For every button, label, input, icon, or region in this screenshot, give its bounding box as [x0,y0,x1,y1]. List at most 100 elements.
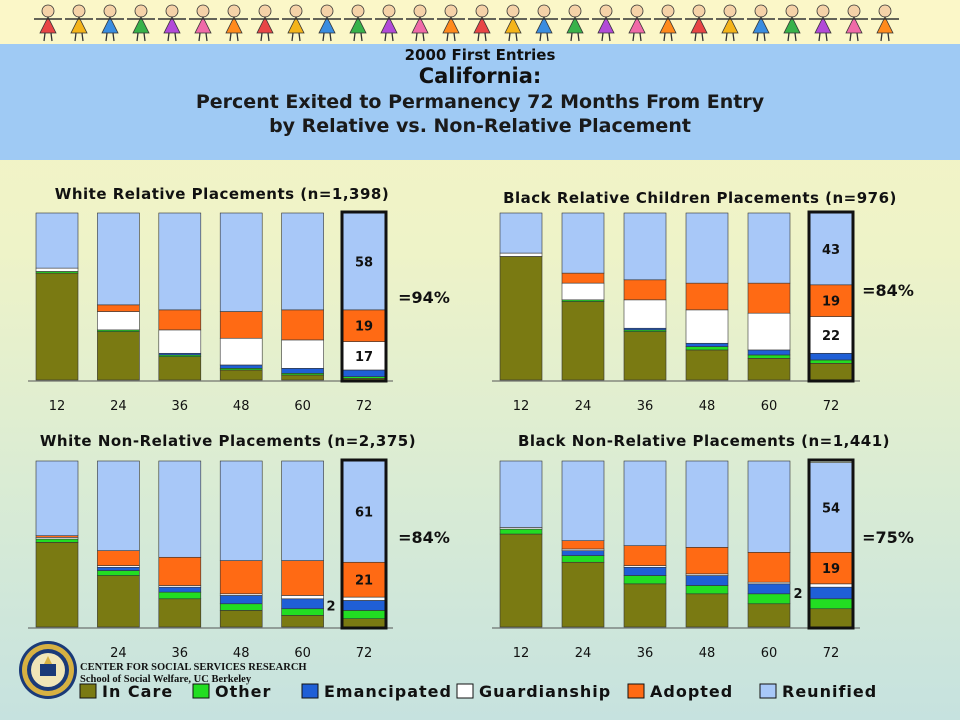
bar-segment-in-care [623,331,667,381]
child-figure-icon [468,4,496,42]
bar-segment-in-care [561,561,605,628]
child-figure-icon [375,4,403,42]
child-leg-icon [601,32,604,42]
child-leg-icon [508,32,511,42]
child-leg-icon [670,32,673,42]
bar-segment-adopted [97,550,140,566]
bar-segment-guardianship [35,267,79,272]
kids-banner [0,0,960,44]
bar-segment-other [281,608,324,616]
x-tick-label: 36 [637,399,654,414]
child-leg-icon [825,32,828,42]
bar-segment-reunified [158,212,202,311]
child-body-icon [721,16,739,34]
chart-panel: White Relative Placements (n=1,398) 12 24 3… [28,185,450,414]
footer-organization: CENTER FOR SOCIAL SERVICES RESEARCH Scho… [80,662,307,686]
bar-segment-other [747,593,791,605]
x-tick-label: 72 [356,646,373,661]
child-leg-icon [732,32,735,42]
child-leg-icon [81,32,84,42]
bar-segment-emancipated [747,349,791,356]
uc-seal-logo [18,640,78,704]
bar-segment-adopted [97,304,140,312]
bar-segment-other [342,610,386,620]
child-body-icon [318,16,336,34]
child-figure-icon [654,4,682,42]
side-data-label: 2 [793,587,802,602]
child-leg-icon [639,32,642,42]
highlight-frame [807,210,855,383]
bar-segment-in-care [158,598,202,628]
bar-segment-reunified [561,212,605,274]
child-leg-icon [787,32,790,42]
child-figure-icon [251,4,279,42]
child-leg-icon [384,32,387,42]
child-figure-icon [127,4,155,42]
bar-segment-reunified [281,460,324,561]
x-tick-label: 72 [823,646,840,661]
bar-segment-other [35,538,79,543]
x-tick-label: 60 [761,399,778,414]
child-leg-icon [50,32,53,42]
child-leg-icon [546,32,549,42]
child-leg-icon [353,32,356,42]
bar-segment-guardianship [685,309,729,344]
child-leg-icon [291,32,294,42]
bar-segment-in-care [219,610,263,628]
chart-panel: Black Non-Relative Placements (n=1,441) 1… [492,432,914,661]
bar-segment-guardianship [281,595,324,600]
bar-segment-in-care [342,618,386,628]
child-figure-icon [840,4,868,42]
bar-segment-in-care [747,603,791,628]
child-leg-icon [756,32,759,42]
child-figure-icon [778,4,806,42]
child-leg-icon [539,32,542,42]
child-leg-icon [143,32,146,42]
child-leg-icon [391,32,394,42]
child-leg-icon [167,32,170,42]
bar-segment-guardianship [281,339,324,369]
child-body-icon [380,16,398,34]
bar-segment-adopted [623,545,667,566]
bar-segment-guardianship [97,311,140,331]
footer-org-line-2: School of Social Welfare, UC Berkeley [80,674,252,685]
child-figure-icon [158,4,186,42]
data-label: 22 [822,329,840,344]
child-leg-icon [112,32,115,42]
x-tick-label: 12 [513,399,530,414]
bar-segment-other [747,354,791,359]
bar-segment-in-care [561,301,605,381]
children-border-illustration [34,4,899,42]
bar-segment-adopted [747,551,791,583]
child-leg-icon [570,32,573,42]
data-label: 43 [822,243,840,258]
bar-segment-reunified [809,462,853,553]
bar-segment-reunified [623,212,667,281]
bar-segment-adopted [623,279,667,301]
child-leg-icon [694,32,697,42]
bar-segment-adopted [281,560,324,596]
child-leg-icon [577,32,580,42]
bar-segment-reunified [35,460,79,536]
bar-segment-guardianship [809,583,853,588]
child-leg-icon [663,32,666,42]
child-figure-icon [220,4,248,42]
child-leg-icon [818,32,821,42]
bar-segment-in-care [35,542,79,628]
x-tick-label: 48 [699,646,716,661]
data-label: 54 [822,501,840,516]
bar-segment-reunified [342,212,386,311]
child-body-icon [225,16,243,34]
child-body-icon [690,16,708,34]
bar-segment-emancipated [281,368,324,374]
bar-segment-reunified [281,212,324,311]
permanency-total-annotation: =94% [398,288,450,307]
bar-segment-reunified [747,212,791,284]
title-line-4: by Relative vs. Non-Relative Placement [269,115,691,137]
child-leg-icon [453,32,456,42]
bar-segment-other [809,359,853,364]
bar-segment-emancipated [342,369,386,377]
child-body-icon [783,16,801,34]
bar-segment-emancipated [623,566,667,576]
